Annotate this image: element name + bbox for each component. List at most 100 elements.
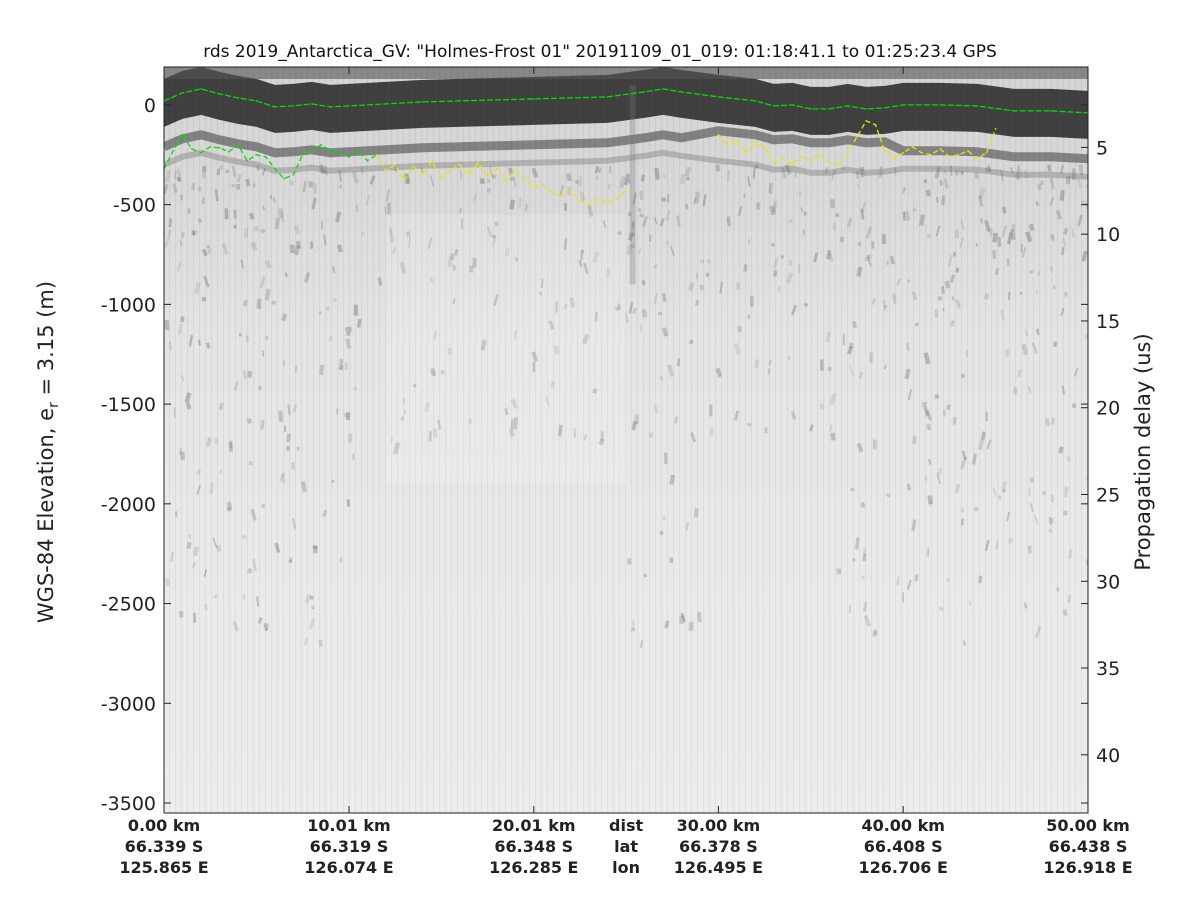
data-point-surface: [773, 105, 775, 107]
data-point-bottom: [440, 177, 443, 180]
data-point-bottom: [994, 128, 997, 130]
data-point-bottom: [985, 152, 988, 154]
y-right-tick-label: 30: [1096, 571, 1120, 593]
data-point-bottom: [477, 161, 480, 164]
data-point-bottom: [246, 159, 248, 162]
x-tick-label-dist: 20.01 km: [492, 816, 576, 835]
series-line-bottom-2: [375, 154, 627, 206]
clutter-texture: [164, 163, 1088, 648]
data-point-bottom: [736, 140, 738, 142]
data-point-bottom: [948, 156, 951, 158]
data-point-bottom: [763, 146, 766, 148]
data-point-surface: [218, 93, 221, 95]
data-point-bottom: [255, 154, 258, 156]
x-tick-label-lon: 126.285 E: [489, 858, 578, 877]
data-point-bottom: [745, 152, 747, 154]
data-point-bottom: [569, 189, 572, 192]
data-point-bottom: [375, 154, 378, 156]
x-tick-label-lat: 66.438 S: [1049, 837, 1128, 856]
data-point-bottom: [468, 173, 470, 176]
y-left-tick-label: 0: [144, 95, 156, 117]
x-tick-label-lon: 126.074 E: [304, 858, 393, 877]
y-right-tick-label: 20: [1096, 398, 1120, 420]
data-point-surface: [939, 104, 941, 106]
internal-layer-echo: [164, 126, 1088, 164]
data-point-surface: [828, 108, 831, 110]
data-point-surface: [532, 98, 535, 100]
data-point-surface: [865, 108, 867, 110]
data-point-bottom: [495, 167, 498, 170]
data-point-bottom: [726, 144, 729, 146]
data-point-surface: [1013, 110, 1015, 112]
data-point-bottom: [773, 161, 775, 164]
data-point-bottom: [588, 203, 590, 206]
data-point-bottom: [274, 167, 276, 170]
data-point-surface: [847, 105, 849, 107]
data-point-surface: [976, 105, 978, 107]
data-point-bottom: [874, 124, 877, 126]
y-right-tick-label: 25: [1096, 484, 1120, 506]
data-point-bottom: [828, 161, 831, 164]
x-tick-label-lon: 126.706 E: [859, 858, 948, 877]
data-point-bottom: [920, 152, 923, 154]
chart-title: rds 2019_Antarctica_GV: "Holmes-Frost 01…: [203, 42, 997, 62]
x-row-name-lat: lat: [614, 837, 638, 856]
data-point-surface: [274, 106, 276, 108]
data-point-bottom: [431, 159, 433, 162]
data-point-bottom: [865, 120, 867, 122]
data-point-bottom: [385, 169, 387, 172]
data-point-bottom: [717, 134, 720, 136]
x-row-name-dist: dist: [609, 816, 643, 835]
y-right-tick-label: 40: [1096, 745, 1120, 767]
data-point-bottom: [893, 158, 895, 160]
series-line-bottom-1: [164, 133, 377, 180]
data-point-bottom: [412, 165, 415, 168]
data-point-bottom: [883, 150, 886, 152]
x-tick-label-lon: 126.495 E: [674, 858, 763, 877]
x-tick-label-lon: 125.865 E: [119, 858, 208, 877]
data-point-surface: [348, 105, 350, 107]
y-left-tick-label: -2500: [101, 594, 156, 616]
gain-block: [385, 214, 626, 484]
data-point-surface: [1050, 110, 1052, 112]
data-point-bottom: [292, 173, 295, 176]
data-point-bottom: [579, 199, 581, 202]
data-point-bottom: [810, 159, 812, 162]
data-point-bottom: [227, 151, 230, 153]
data-point-bottom: [957, 154, 960, 156]
data-point-bottom: [514, 169, 516, 172]
y-right-tick-label: 35: [1096, 658, 1120, 680]
data-point-bottom: [967, 150, 969, 152]
data-point-bottom: [264, 156, 267, 158]
x-tick-label-lat: 66.348 S: [494, 837, 573, 856]
data-point-surface: [292, 105, 295, 107]
x-tick-label-lat: 66.319 S: [310, 837, 389, 856]
data-point-bottom: [551, 191, 553, 194]
data-point-bottom: [218, 147, 221, 149]
data-point-bottom: [819, 154, 821, 156]
data-point-surface: [181, 92, 184, 94]
top-noise-band: [164, 67, 1088, 79]
data-point-bottom: [847, 152, 849, 154]
y-right-tick-label: 5: [1096, 137, 1108, 159]
data-point-surface: [385, 103, 387, 105]
data-point-bottom: [542, 183, 544, 186]
data-point-bottom: [505, 179, 507, 182]
data-point-bottom: [616, 197, 618, 200]
data-point-surface: [200, 88, 202, 90]
data-point-surface: [421, 101, 424, 103]
y-left-tick-label: -3000: [101, 693, 156, 715]
surface-echo-band: [164, 67, 1088, 139]
data-point-bottom: [930, 154, 932, 156]
data-point-surface: [311, 103, 313, 105]
plot-frame: [163, 66, 1089, 814]
data-point-bottom: [754, 142, 757, 144]
series-line-surface-0: [164, 88, 1088, 114]
data-point-surface: [495, 99, 498, 101]
data-point-bottom: [209, 146, 211, 148]
data-point-bottom: [486, 175, 489, 178]
x-tick-label-dist: 40.00 km: [861, 816, 945, 835]
x-tick-label-dist: 50.00 km: [1046, 816, 1130, 835]
x-row-name-lon: lon: [612, 858, 640, 877]
